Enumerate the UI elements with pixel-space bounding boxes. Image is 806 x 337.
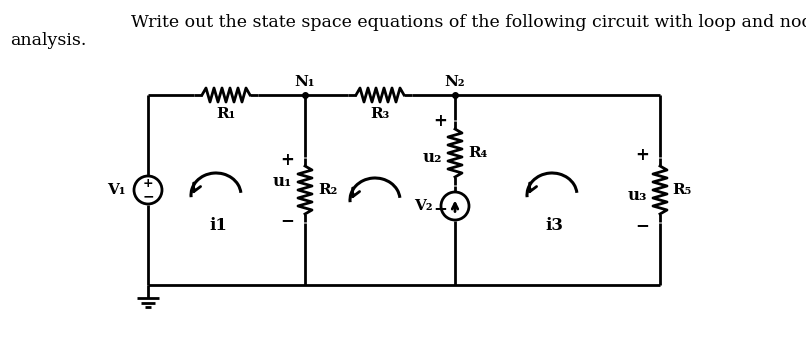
Text: i3: i3 (545, 217, 563, 234)
Text: analysis.: analysis. (10, 32, 86, 49)
Text: i1: i1 (209, 217, 227, 234)
Text: +: + (433, 112, 447, 130)
Text: R₃: R₃ (371, 107, 389, 121)
Text: N₁: N₁ (295, 75, 315, 89)
Text: +: + (143, 177, 153, 190)
Text: +: + (635, 146, 649, 164)
Text: R₄: R₄ (468, 146, 488, 160)
Text: −: − (142, 189, 154, 203)
Text: −: − (635, 216, 649, 234)
Text: u₂: u₂ (422, 150, 442, 166)
Text: +: + (280, 151, 294, 169)
Text: −: − (433, 199, 447, 217)
Text: N₂: N₂ (445, 75, 465, 89)
Text: u₁: u₁ (272, 174, 292, 190)
Text: R₅: R₅ (672, 183, 692, 197)
Text: Write out the state space equations of the following circuit with loop and nodal: Write out the state space equations of t… (131, 14, 806, 31)
Text: V₂: V₂ (414, 199, 433, 213)
Text: R₂: R₂ (318, 183, 337, 197)
Text: u₃: u₃ (628, 186, 647, 204)
Text: −: − (280, 211, 294, 229)
Text: R₁: R₁ (216, 107, 235, 121)
Text: V₁: V₁ (107, 183, 126, 197)
